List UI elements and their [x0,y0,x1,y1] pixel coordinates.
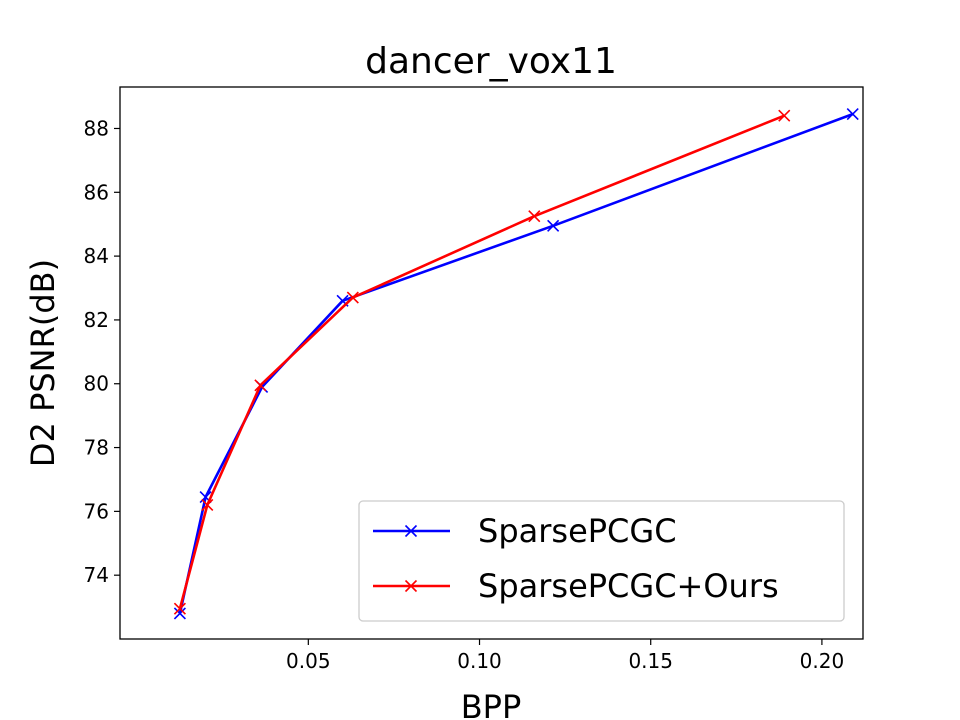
axis-ticks: 0.05 0.10 0.15 0.20 74 76 78 80 82 84 86 88 [84,116,845,673]
data-point-marker [528,210,541,223]
y-tick-label: 78 [84,436,109,460]
y-axis-label: D2 PSNR(dB) [24,259,62,467]
legend: SparsePCGC SparsePCGC+Ours [358,500,845,622]
data-point-marker [173,607,186,620]
legend-marker [404,579,418,593]
legend-marker [404,524,418,538]
y-tick-label: 74 [84,563,109,587]
series-line-1 [178,114,785,610]
data-point-marker [778,109,791,122]
data-point-marker [201,498,214,512]
plot-series [173,108,859,620]
y-tick-label: 84 [84,244,109,268]
data-point-marker [346,291,359,304]
data-point-marker [173,602,186,615]
x-tick-label: 0.15 [628,649,673,673]
legend-entry-label: SparsePCGC+Ours [478,567,779,605]
data-point-marker [547,219,560,232]
data-point-marker [254,379,267,392]
legend-entry-label: SparsePCGC [478,512,677,550]
y-tick-label: 88 [84,116,109,140]
plot-frame [119,86,864,640]
y-tick-label: 80 [84,372,109,396]
y-tick-label: 76 [84,499,109,523]
legend-box [358,500,845,622]
x-tick-label: 0.10 [457,649,502,673]
chart-title: dancer_vox11 [365,41,617,82]
x-axis-label: BPP [461,688,522,720]
y-tick-label: 86 [84,180,109,204]
data-point-marker [846,108,859,121]
x-tick-label: 0.05 [286,649,331,673]
x-tick-label: 0.20 [800,649,845,673]
y-tick-label: 82 [84,308,109,332]
